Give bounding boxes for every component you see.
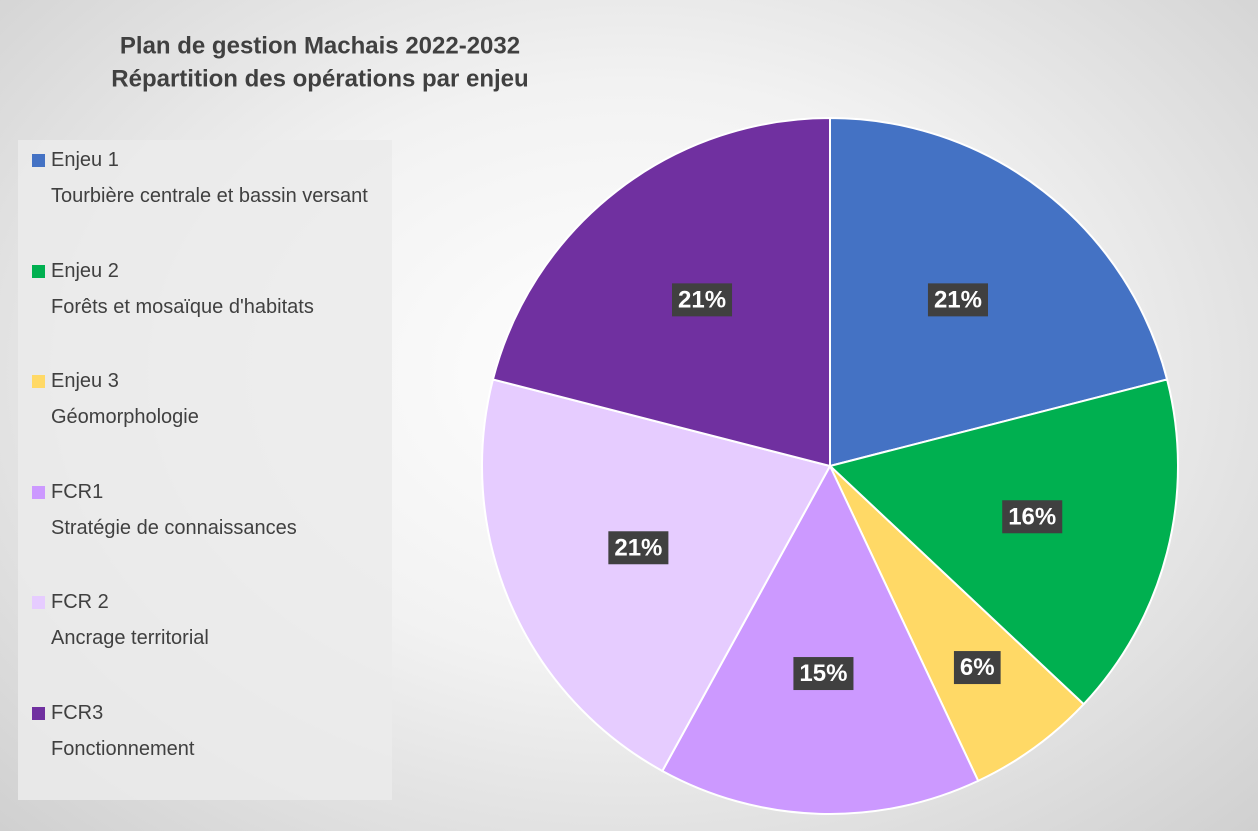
legend-label: FCR3 Fonctionnement xyxy=(51,701,195,760)
legend-label: FCR1 Stratégie de connaissances xyxy=(51,480,297,539)
chart-title: Plan de gestion Machais 2022-2032 xyxy=(120,32,520,59)
legend-item: FCR3 Fonctionnement xyxy=(32,701,392,812)
data-label-box xyxy=(608,531,669,565)
pie-slice xyxy=(491,116,831,468)
legend-item: Enjeu 3 Géomorphologie xyxy=(32,369,392,480)
legend-swatch xyxy=(32,485,45,499)
legend-label: Enjeu 3 Géomorphologie xyxy=(51,370,199,428)
data-label: 21% xyxy=(934,286,982,313)
legend-label: Enjeu 1 Tourbière centrale et bassin ver… xyxy=(51,149,368,207)
data-label-box xyxy=(953,651,1001,685)
pie-slice xyxy=(827,378,1179,706)
data-label-box xyxy=(927,283,988,317)
legend-swatch xyxy=(32,596,45,609)
pie-slice xyxy=(660,463,980,815)
data-label: 16% xyxy=(1008,503,1056,530)
data-label-box xyxy=(793,657,854,691)
data-label: 21% xyxy=(678,286,726,313)
legend-swatch xyxy=(32,154,45,167)
data-label-box xyxy=(1002,500,1063,534)
data-label: 15% xyxy=(799,660,847,687)
legend-item: FCR1 Stratégie de connaissances xyxy=(32,480,392,591)
legend-item: FCR 2 Ancrage territorial xyxy=(32,590,392,701)
pie-slice xyxy=(829,116,1169,468)
legend: Enjeu 1 Tourbière centrale et bassin ver… xyxy=(18,140,392,800)
chart-subtitle: Répartition des opérations par enjeu xyxy=(111,65,528,92)
legend-item: Enjeu 1 Tourbière centrale et bassin ver… xyxy=(32,148,392,259)
legend-swatch xyxy=(32,375,45,388)
legend-swatch xyxy=(32,264,45,278)
data-label: 21% xyxy=(614,534,662,561)
legend-swatch xyxy=(32,706,45,720)
data-label-box xyxy=(672,283,733,317)
pie-slice xyxy=(829,465,1086,783)
legend-label: FCR 2 Ancrage territorial xyxy=(51,591,209,649)
legend-item: Enjeu 2 Forêts et mosaïque d'habitats xyxy=(32,259,392,370)
legend-label: Enjeu 2 Forêts et mosaïque d'habitats xyxy=(51,259,314,318)
data-label: 6% xyxy=(960,654,995,681)
pie-slice xyxy=(481,378,832,773)
